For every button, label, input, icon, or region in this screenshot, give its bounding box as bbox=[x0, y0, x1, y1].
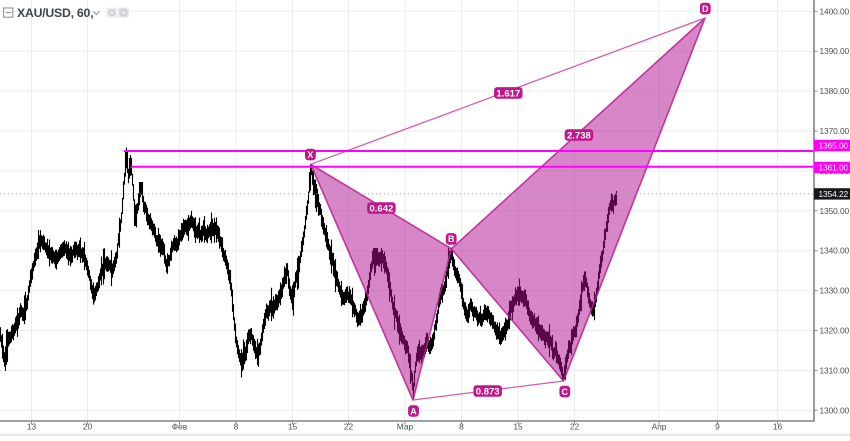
svg-text:1300.00: 1300.00 bbox=[820, 405, 850, 415]
svg-text:2.738: 2.738 bbox=[567, 130, 591, 141]
svg-text:8: 8 bbox=[459, 422, 464, 432]
svg-text:1.617: 1.617 bbox=[496, 88, 520, 99]
svg-text:D: D bbox=[702, 4, 709, 14]
svg-text:1340.00: 1340.00 bbox=[820, 246, 850, 256]
svg-text:XAU/USD, 60,: XAU/USD, 60, bbox=[17, 6, 93, 20]
svg-text:20: 20 bbox=[83, 422, 93, 432]
svg-text:22: 22 bbox=[344, 422, 354, 432]
svg-text:X: X bbox=[307, 150, 313, 160]
svg-text:B: B bbox=[448, 234, 455, 244]
svg-text:13: 13 bbox=[27, 422, 37, 432]
svg-text:0.873: 0.873 bbox=[476, 386, 500, 397]
svg-text:15: 15 bbox=[513, 422, 523, 432]
svg-text:Фев: Фев bbox=[172, 422, 188, 432]
svg-text:1361.00: 1361.00 bbox=[819, 163, 849, 173]
svg-text:1350.00: 1350.00 bbox=[820, 206, 850, 216]
svg-text:0.642: 0.642 bbox=[370, 203, 394, 214]
svg-text:8: 8 bbox=[234, 422, 239, 432]
svg-text:9: 9 bbox=[715, 422, 720, 432]
svg-text:1380.00: 1380.00 bbox=[820, 86, 850, 96]
svg-text:1400.00: 1400.00 bbox=[820, 6, 850, 16]
svg-text:Апр: Апр bbox=[652, 422, 667, 432]
svg-text:1310.00: 1310.00 bbox=[820, 365, 850, 375]
svg-text:22: 22 bbox=[570, 422, 580, 432]
svg-text:1330.00: 1330.00 bbox=[820, 286, 850, 296]
svg-text:16: 16 bbox=[773, 422, 783, 432]
svg-text:Мар: Мар bbox=[397, 422, 414, 432]
svg-text:15: 15 bbox=[288, 422, 298, 432]
svg-text:1354.22: 1354.22 bbox=[819, 189, 849, 199]
svg-text:1370.00: 1370.00 bbox=[820, 126, 850, 136]
svg-text:1320.00: 1320.00 bbox=[820, 326, 850, 336]
svg-text:A: A bbox=[410, 406, 417, 416]
svg-text:C: C bbox=[562, 387, 569, 397]
svg-text:1390.00: 1390.00 bbox=[820, 46, 850, 56]
svg-text:1365.00: 1365.00 bbox=[819, 141, 849, 151]
